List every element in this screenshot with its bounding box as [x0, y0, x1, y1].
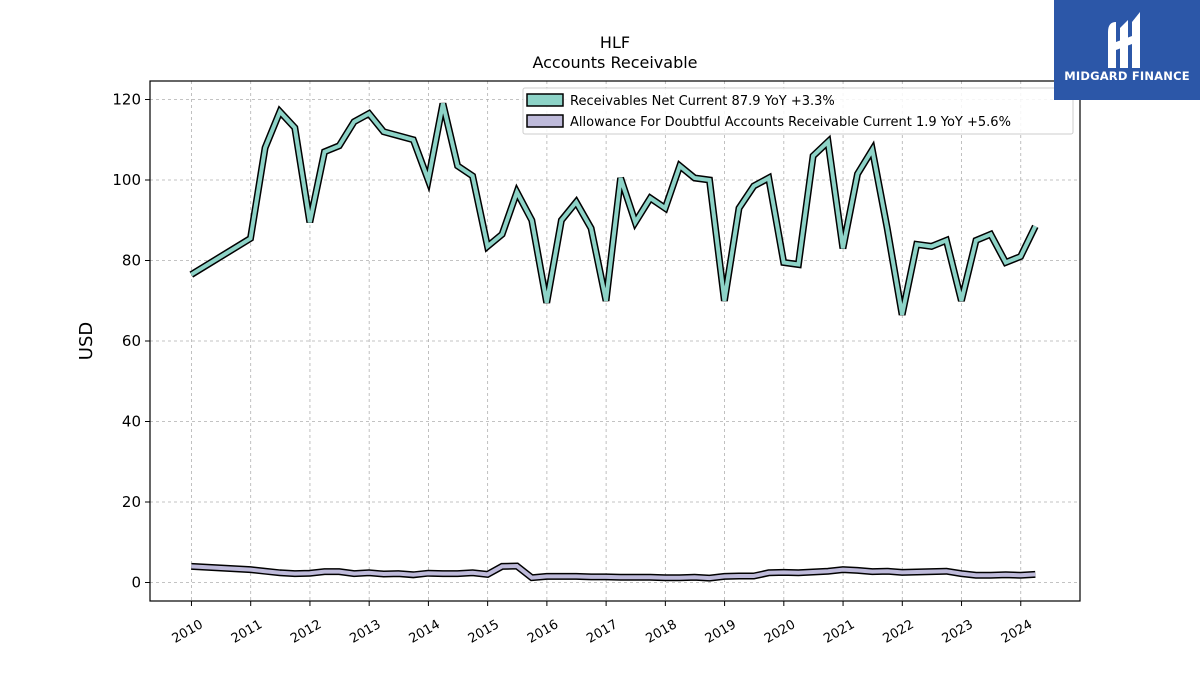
legend: Receivables Net Current 87.9 YoY +3.3% A…: [522, 87, 1074, 135]
y-tick-label: 40: [122, 412, 141, 430]
x-tick-label: 2011: [229, 617, 265, 647]
x-tick-label: 2013: [347, 617, 383, 647]
legend-label-allowance: Allowance For Doubtful Accounts Receivab…: [570, 115, 1011, 130]
series-receivables: [189, 102, 1039, 316]
y-tick-label: 60: [122, 332, 141, 350]
series-allowance: [191, 562, 1036, 582]
series-line: [190, 103, 1038, 316]
y-tick-label: 0: [131, 573, 141, 591]
x-axis-ticks: 2010 2011 2012 2013 2014 2015 2016 2017 2018 2019…: [170, 601, 1035, 647]
x-tick-label: 2010: [170, 617, 206, 647]
legend-label-receivables: Receivables Net Current 87.9 YoY +3.3%: [570, 94, 835, 109]
x-tick-label: 2018: [644, 617, 680, 647]
logo-mark-icon: [1108, 12, 1140, 68]
x-tick-label: 2021: [821, 617, 857, 647]
x-tick-label: 2017: [584, 617, 620, 647]
legend-swatch-receivables: [526, 93, 564, 107]
series-lines: [189, 102, 1039, 582]
y-axis-label: USD: [76, 322, 97, 360]
y-tick-label: 20: [122, 493, 141, 511]
x-tick-label: 2023: [940, 617, 976, 647]
x-tick-label: 2020: [762, 617, 798, 647]
x-tick-label: 2014: [407, 617, 443, 647]
logo-text: MIDGARD FINANCE: [1064, 69, 1190, 83]
brand-logo: MIDGARD FINANCE: [1054, 0, 1200, 100]
y-tick-label: 100: [112, 171, 141, 189]
y-tick-label: 120: [112, 91, 141, 109]
x-tick-label: 2015: [466, 617, 502, 647]
grid: [150, 81, 1080, 601]
y-axis-ticks: 0 20 40 60 80 100 120: [112, 91, 150, 591]
x-tick-label: 2024: [999, 617, 1035, 647]
x-tick-label: 2022: [880, 617, 916, 647]
legend-swatch-allowance: [526, 114, 564, 128]
chart-title: HLF: [600, 33, 630, 52]
x-tick-label: 2019: [703, 617, 739, 647]
chart-subtitle: Accounts Receivable: [532, 53, 697, 72]
x-tick-label: 2012: [288, 617, 324, 647]
y-tick-label: 80: [122, 252, 141, 270]
legend-box: [522, 87, 1074, 135]
series-line: [191, 563, 1036, 581]
x-tick-label: 2016: [525, 617, 561, 647]
